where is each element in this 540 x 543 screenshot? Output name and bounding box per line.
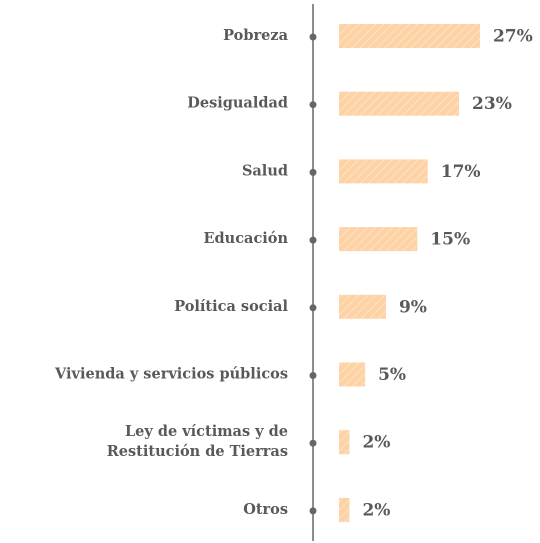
bar-hatch	[339, 497, 350, 522]
category-label: Pobreza	[223, 27, 288, 44]
bar-hatch	[339, 24, 480, 48]
category-label: Desigualdad	[187, 95, 288, 112]
category-dot	[309, 372, 317, 379]
category-dot	[309, 101, 317, 109]
category-label: Salud	[242, 162, 288, 179]
bar-hatch	[339, 430, 350, 455]
category-label: Vivienda y servicios públicos	[54, 366, 288, 383]
value-label: 27%	[493, 27, 533, 47]
bar-hatch	[339, 294, 386, 319]
value-label: 9%	[399, 297, 427, 317]
category-label: Ley de víctimas y de Restitución de Tierr…	[107, 423, 288, 460]
value-label: 15%	[430, 230, 470, 250]
category-label: Educación	[203, 230, 288, 247]
category-dot	[309, 507, 317, 515]
value-label: 2%	[362, 500, 390, 520]
bar-hatch	[339, 227, 418, 252]
value-label: 5%	[378, 365, 406, 385]
bar-hatch	[339, 159, 428, 184]
bar-hatch	[339, 362, 366, 387]
value-label: 17%	[441, 162, 481, 182]
category-dot	[309, 33, 317, 41]
category-label: Política social	[174, 298, 288, 315]
category-label: Otros	[243, 501, 288, 518]
category-dot	[309, 304, 317, 312]
value-label: 23%	[472, 94, 512, 114]
category-dot	[309, 236, 317, 244]
category-dot	[309, 168, 317, 176]
value-label: 2%	[362, 433, 390, 453]
bar-hatch	[339, 91, 460, 116]
category-dot	[309, 439, 317, 447]
